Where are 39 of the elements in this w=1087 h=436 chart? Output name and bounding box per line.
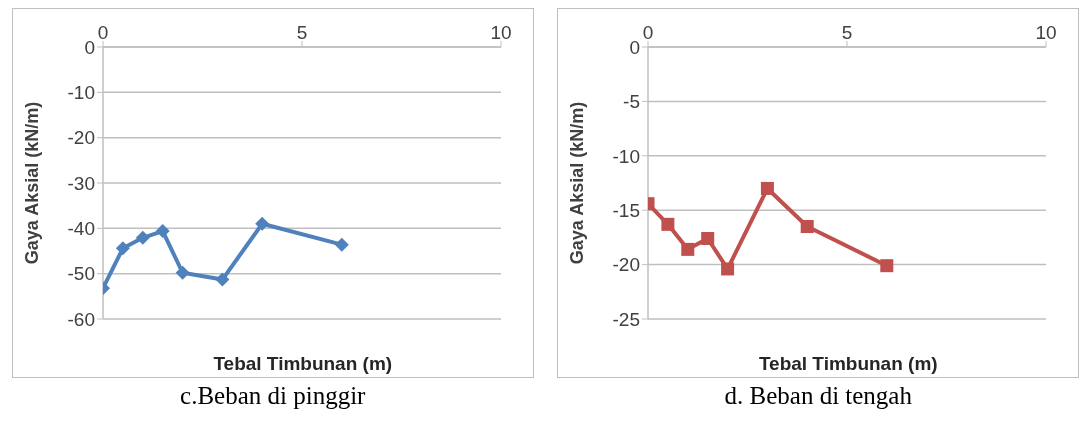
- text: c.Beban di pinggir: [180, 382, 366, 410]
- point: [800, 220, 814, 234]
- point: [761, 181, 775, 195]
- y-tick-label: 0: [84, 36, 95, 58]
- point: [155, 224, 170, 239]
- point: [880, 259, 894, 273]
- x-tick-label: 10: [490, 22, 512, 43]
- x-tick-label: 5: [296, 22, 308, 43]
- y-tick-label: -25: [612, 308, 641, 330]
- text: d. Beban di tengah: [724, 382, 912, 410]
- y-tick-label: -10: [67, 82, 95, 104]
- x-axis-title: Tebal Timbunan (m): [212, 353, 394, 375]
- y-tick-label: -15: [612, 199, 641, 221]
- x-tick-label: 0: [97, 22, 109, 43]
- y-tick-label: -30: [67, 172, 95, 194]
- y-tick-label: -60: [67, 308, 95, 330]
- point: [661, 217, 675, 231]
- point: [215, 272, 230, 287]
- y-tick-label: -20: [67, 127, 95, 149]
- x-tick-label: 0: [642, 22, 654, 43]
- x-tick-label: 10: [1035, 22, 1057, 43]
- y-tick-label: -20: [612, 254, 641, 276]
- point: [135, 230, 150, 245]
- y-axis-title: Gaya Aksial (kN/m): [567, 101, 588, 265]
- y-tick-label: -50: [67, 263, 95, 285]
- point: [115, 241, 130, 256]
- point: [175, 265, 190, 280]
- y-tick-label: -10: [612, 145, 641, 167]
- point: [254, 216, 269, 231]
- y-axis-title: Gaya Aksial (kN/m): [22, 101, 43, 265]
- point: [721, 262, 735, 276]
- point: [681, 242, 695, 256]
- point: [701, 231, 715, 245]
- x-tick-label: 5: [841, 22, 853, 43]
- y-tick-label: -40: [67, 218, 95, 240]
- point: [334, 237, 349, 252]
- y-tick-label: 0: [629, 36, 641, 58]
- y-tick-label: -5: [623, 91, 641, 113]
- x-axis-title: Tebal Timbunan (m): [757, 353, 939, 375]
